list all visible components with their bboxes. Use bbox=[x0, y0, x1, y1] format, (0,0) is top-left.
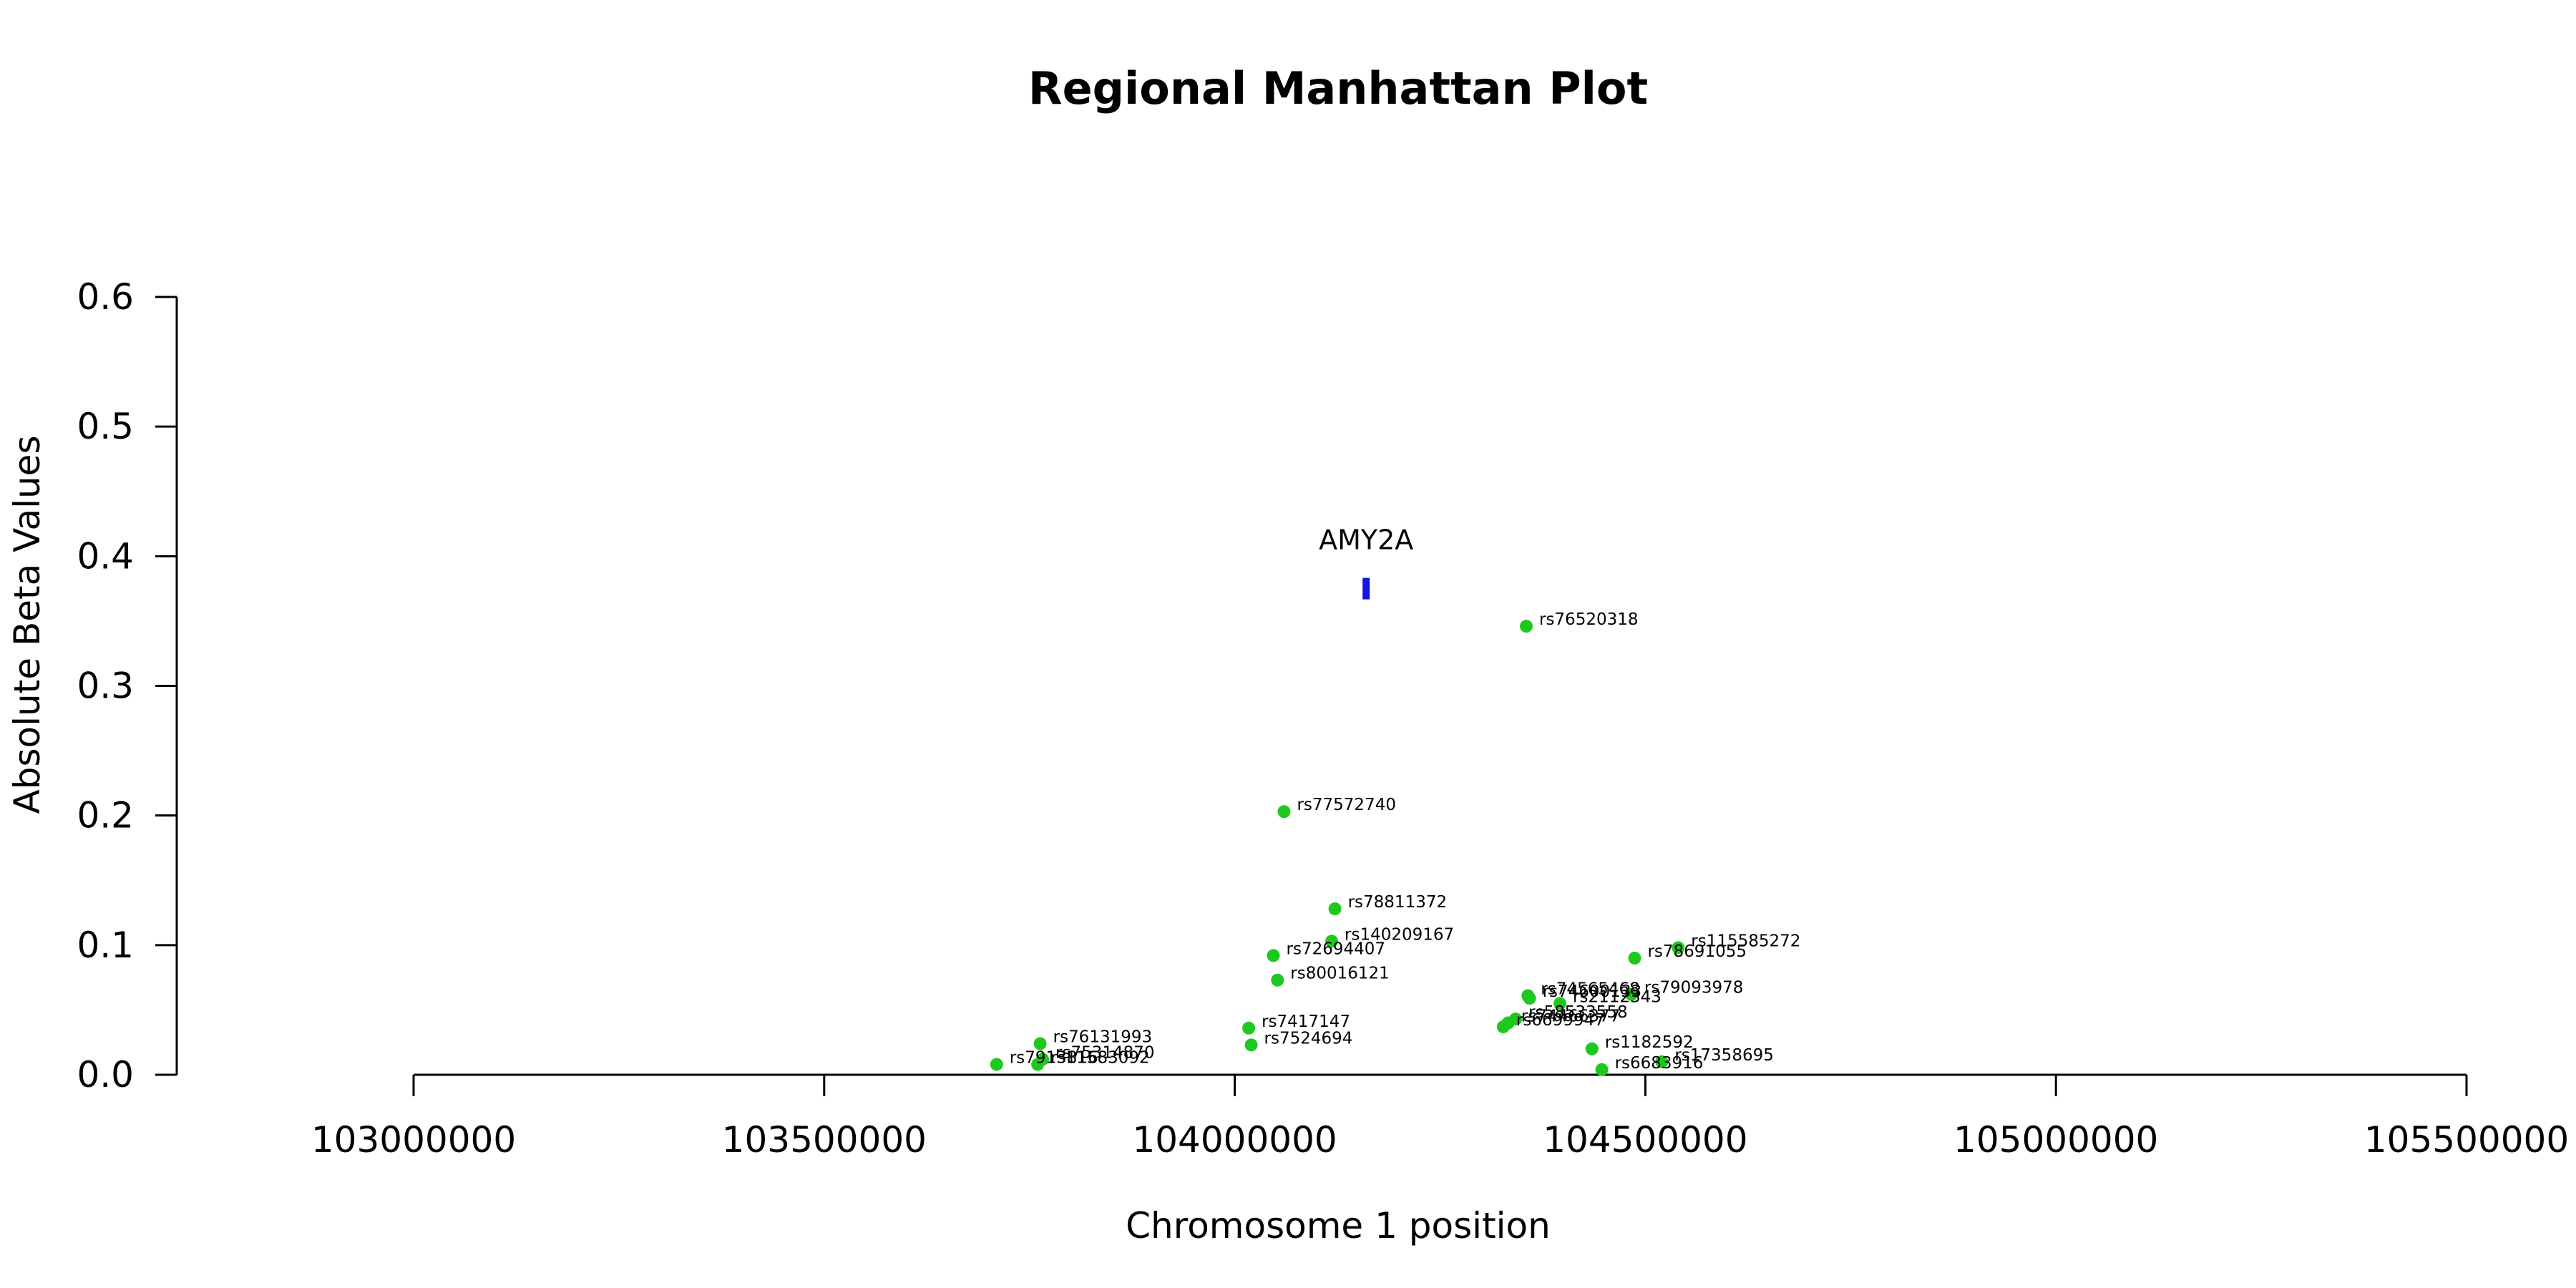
snp-point bbox=[1624, 987, 1638, 1001]
snp-point bbox=[1267, 949, 1280, 962]
snp-label: rs7524694 bbox=[1264, 1029, 1353, 1048]
snp-label: rs72694407 bbox=[1287, 940, 1386, 958]
snp-label: rs76131993 bbox=[1053, 1028, 1153, 1047]
x-axis: 103000000 103500000 104000000 104500000 1050… bbox=[311, 1073, 2569, 1161]
snp-point bbox=[1628, 951, 1641, 965]
snp-point bbox=[1553, 997, 1567, 1010]
snp-label: rs6683916 bbox=[1615, 1054, 1704, 1073]
snp-point bbox=[1033, 1037, 1047, 1050]
snp-point bbox=[1523, 992, 1536, 1005]
snp-label: rs115585272 bbox=[1691, 932, 1800, 950]
y-tick-label: 0.5 bbox=[77, 406, 134, 447]
snp-label: rs140209167 bbox=[1345, 925, 1454, 944]
snp-point bbox=[1496, 1020, 1510, 1033]
snp-label: rs76520318 bbox=[1539, 610, 1639, 629]
snp-label: rs2112343 bbox=[1573, 987, 1662, 1006]
snp-point bbox=[1271, 973, 1284, 987]
chart-title: Regional Manhattan Plot bbox=[1028, 62, 1648, 114]
y-tick-label: 0.0 bbox=[77, 1054, 134, 1096]
snp-label: rs79093978 bbox=[1644, 979, 1744, 997]
snp-label: rs1182592 bbox=[1605, 1033, 1694, 1052]
x-tick-label: 104500000 bbox=[1543, 1119, 1747, 1161]
y-tick-label: 0.1 bbox=[77, 924, 134, 966]
snp-label: rs6699947 bbox=[1516, 1011, 1605, 1030]
snp-label: rs78811372 bbox=[1348, 893, 1448, 912]
snp-point bbox=[1595, 1063, 1609, 1076]
snp-point bbox=[1031, 1058, 1045, 1071]
snp-point bbox=[1655, 1055, 1669, 1068]
snp-point bbox=[1328, 902, 1342, 916]
y-tick-label: 0.2 bbox=[77, 795, 134, 836]
gene-annotation: AMY2A bbox=[1319, 525, 1413, 600]
snp-label: rs74466377 bbox=[1521, 1008, 1621, 1026]
snp-point bbox=[1325, 935, 1339, 948]
x-axis-label: Chromosome 1 position bbox=[1126, 1205, 1551, 1246]
snp-label: rs75314870 bbox=[1055, 1043, 1155, 1062]
x-tick-label: 105500000 bbox=[2364, 1119, 2569, 1161]
snp-point bbox=[1277, 805, 1291, 819]
snp-point bbox=[1585, 1042, 1599, 1055]
snp-label: rs74565468 bbox=[1541, 980, 1640, 998]
snp-label: rs77572740 bbox=[1297, 796, 1396, 814]
snp-point bbox=[1244, 1038, 1258, 1052]
snp-label: rs58533558 bbox=[1528, 1003, 1628, 1022]
gene-label: AMY2A bbox=[1319, 525, 1413, 556]
x-tick-label: 105000000 bbox=[1953, 1119, 2158, 1161]
snp-label: rs7913816 bbox=[1010, 1049, 1098, 1068]
gene-marker bbox=[1362, 577, 1370, 600]
snp-label: rs78691055 bbox=[1647, 942, 1747, 961]
snp-point bbox=[1672, 941, 1685, 955]
snp-points: rs76520318 rs77572740 rs78811372 rs14020916… bbox=[990, 610, 1800, 1076]
x-tick-label: 103000000 bbox=[311, 1119, 516, 1161]
snp-point bbox=[1242, 1021, 1256, 1035]
snp-point bbox=[1519, 620, 1533, 633]
snp-label: rs7417147 bbox=[1262, 1013, 1350, 1031]
snp-label: rs80016121 bbox=[1290, 965, 1390, 983]
y-axis-label: Absolute Beta Values bbox=[6, 436, 48, 814]
y-tick-label: 0.3 bbox=[77, 665, 134, 707]
y-tick-label: 0.4 bbox=[77, 535, 134, 577]
y-axis: 0.0 0.1 0.2 0.3 0.4 0.5 0.6 bbox=[77, 276, 178, 1096]
y-tick-label: 0.6 bbox=[77, 276, 134, 318]
snp-label: rs11583092 bbox=[1050, 1049, 1150, 1068]
x-tick-label: 104000000 bbox=[1132, 1119, 1337, 1161]
x-tick-label: 103500000 bbox=[722, 1119, 927, 1161]
snp-point bbox=[990, 1058, 1003, 1071]
snp-label: rs17358695 bbox=[1674, 1046, 1774, 1065]
